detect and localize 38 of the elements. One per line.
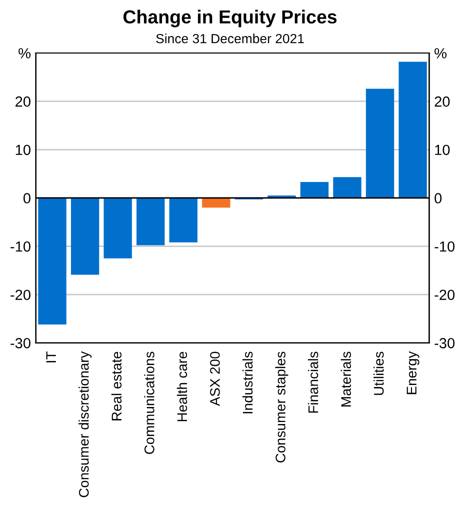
x-tick-label: Health care bbox=[176, 352, 188, 422]
bar bbox=[202, 198, 230, 208]
x-tick-label: Materials bbox=[340, 352, 351, 406]
x-tick-label: Energy bbox=[406, 351, 420, 394]
y-tick-label: -10 bbox=[10, 241, 30, 252]
x-tick-label: Communications bbox=[144, 352, 154, 454]
y-tick-label: -20 bbox=[10, 290, 30, 300]
x-tick-label: Real estate bbox=[111, 352, 122, 420]
y2-tick-label: 20 bbox=[434, 96, 450, 107]
y-tick-label: % bbox=[18, 48, 30, 58]
chart-title: Change in Equity Prices bbox=[123, 10, 337, 28]
y-tick-label: 10 bbox=[16, 144, 30, 156]
y2-tick-label: % bbox=[434, 48, 446, 58]
bar bbox=[300, 182, 329, 198]
x-tick-label: IT bbox=[46, 352, 56, 362]
chart-subtitle: Since 31 December 2021 bbox=[156, 34, 304, 44]
y-tick-label: 0 bbox=[23, 193, 30, 204]
bar bbox=[366, 88, 394, 198]
bar bbox=[169, 198, 198, 242]
x-tick-label: ASX 200 bbox=[210, 352, 220, 406]
y-tick-label: -30 bbox=[10, 338, 30, 348]
x-tick-label: Consumer staples bbox=[275, 352, 288, 462]
x-tick-label: Utilities bbox=[374, 352, 384, 395]
x-tick-label: Consumer discretionary bbox=[78, 351, 92, 498]
bar bbox=[398, 62, 427, 198]
bar bbox=[333, 177, 362, 198]
y2-tick-label: -20 bbox=[434, 290, 455, 300]
y-tick-label: 20 bbox=[16, 96, 30, 107]
y2-tick-label: 0 bbox=[434, 193, 442, 204]
bar bbox=[70, 198, 100, 275]
y2-tick-label: 10 bbox=[435, 144, 450, 156]
x-tick-label: Financials bbox=[308, 352, 318, 413]
bar bbox=[38, 198, 66, 325]
bar bbox=[104, 198, 132, 258]
y2-tick-label: -10 bbox=[434, 241, 455, 252]
x-tick-label: Industrials bbox=[242, 352, 253, 414]
bar bbox=[136, 198, 165, 246]
y2-tick-label: -30 bbox=[434, 338, 455, 348]
